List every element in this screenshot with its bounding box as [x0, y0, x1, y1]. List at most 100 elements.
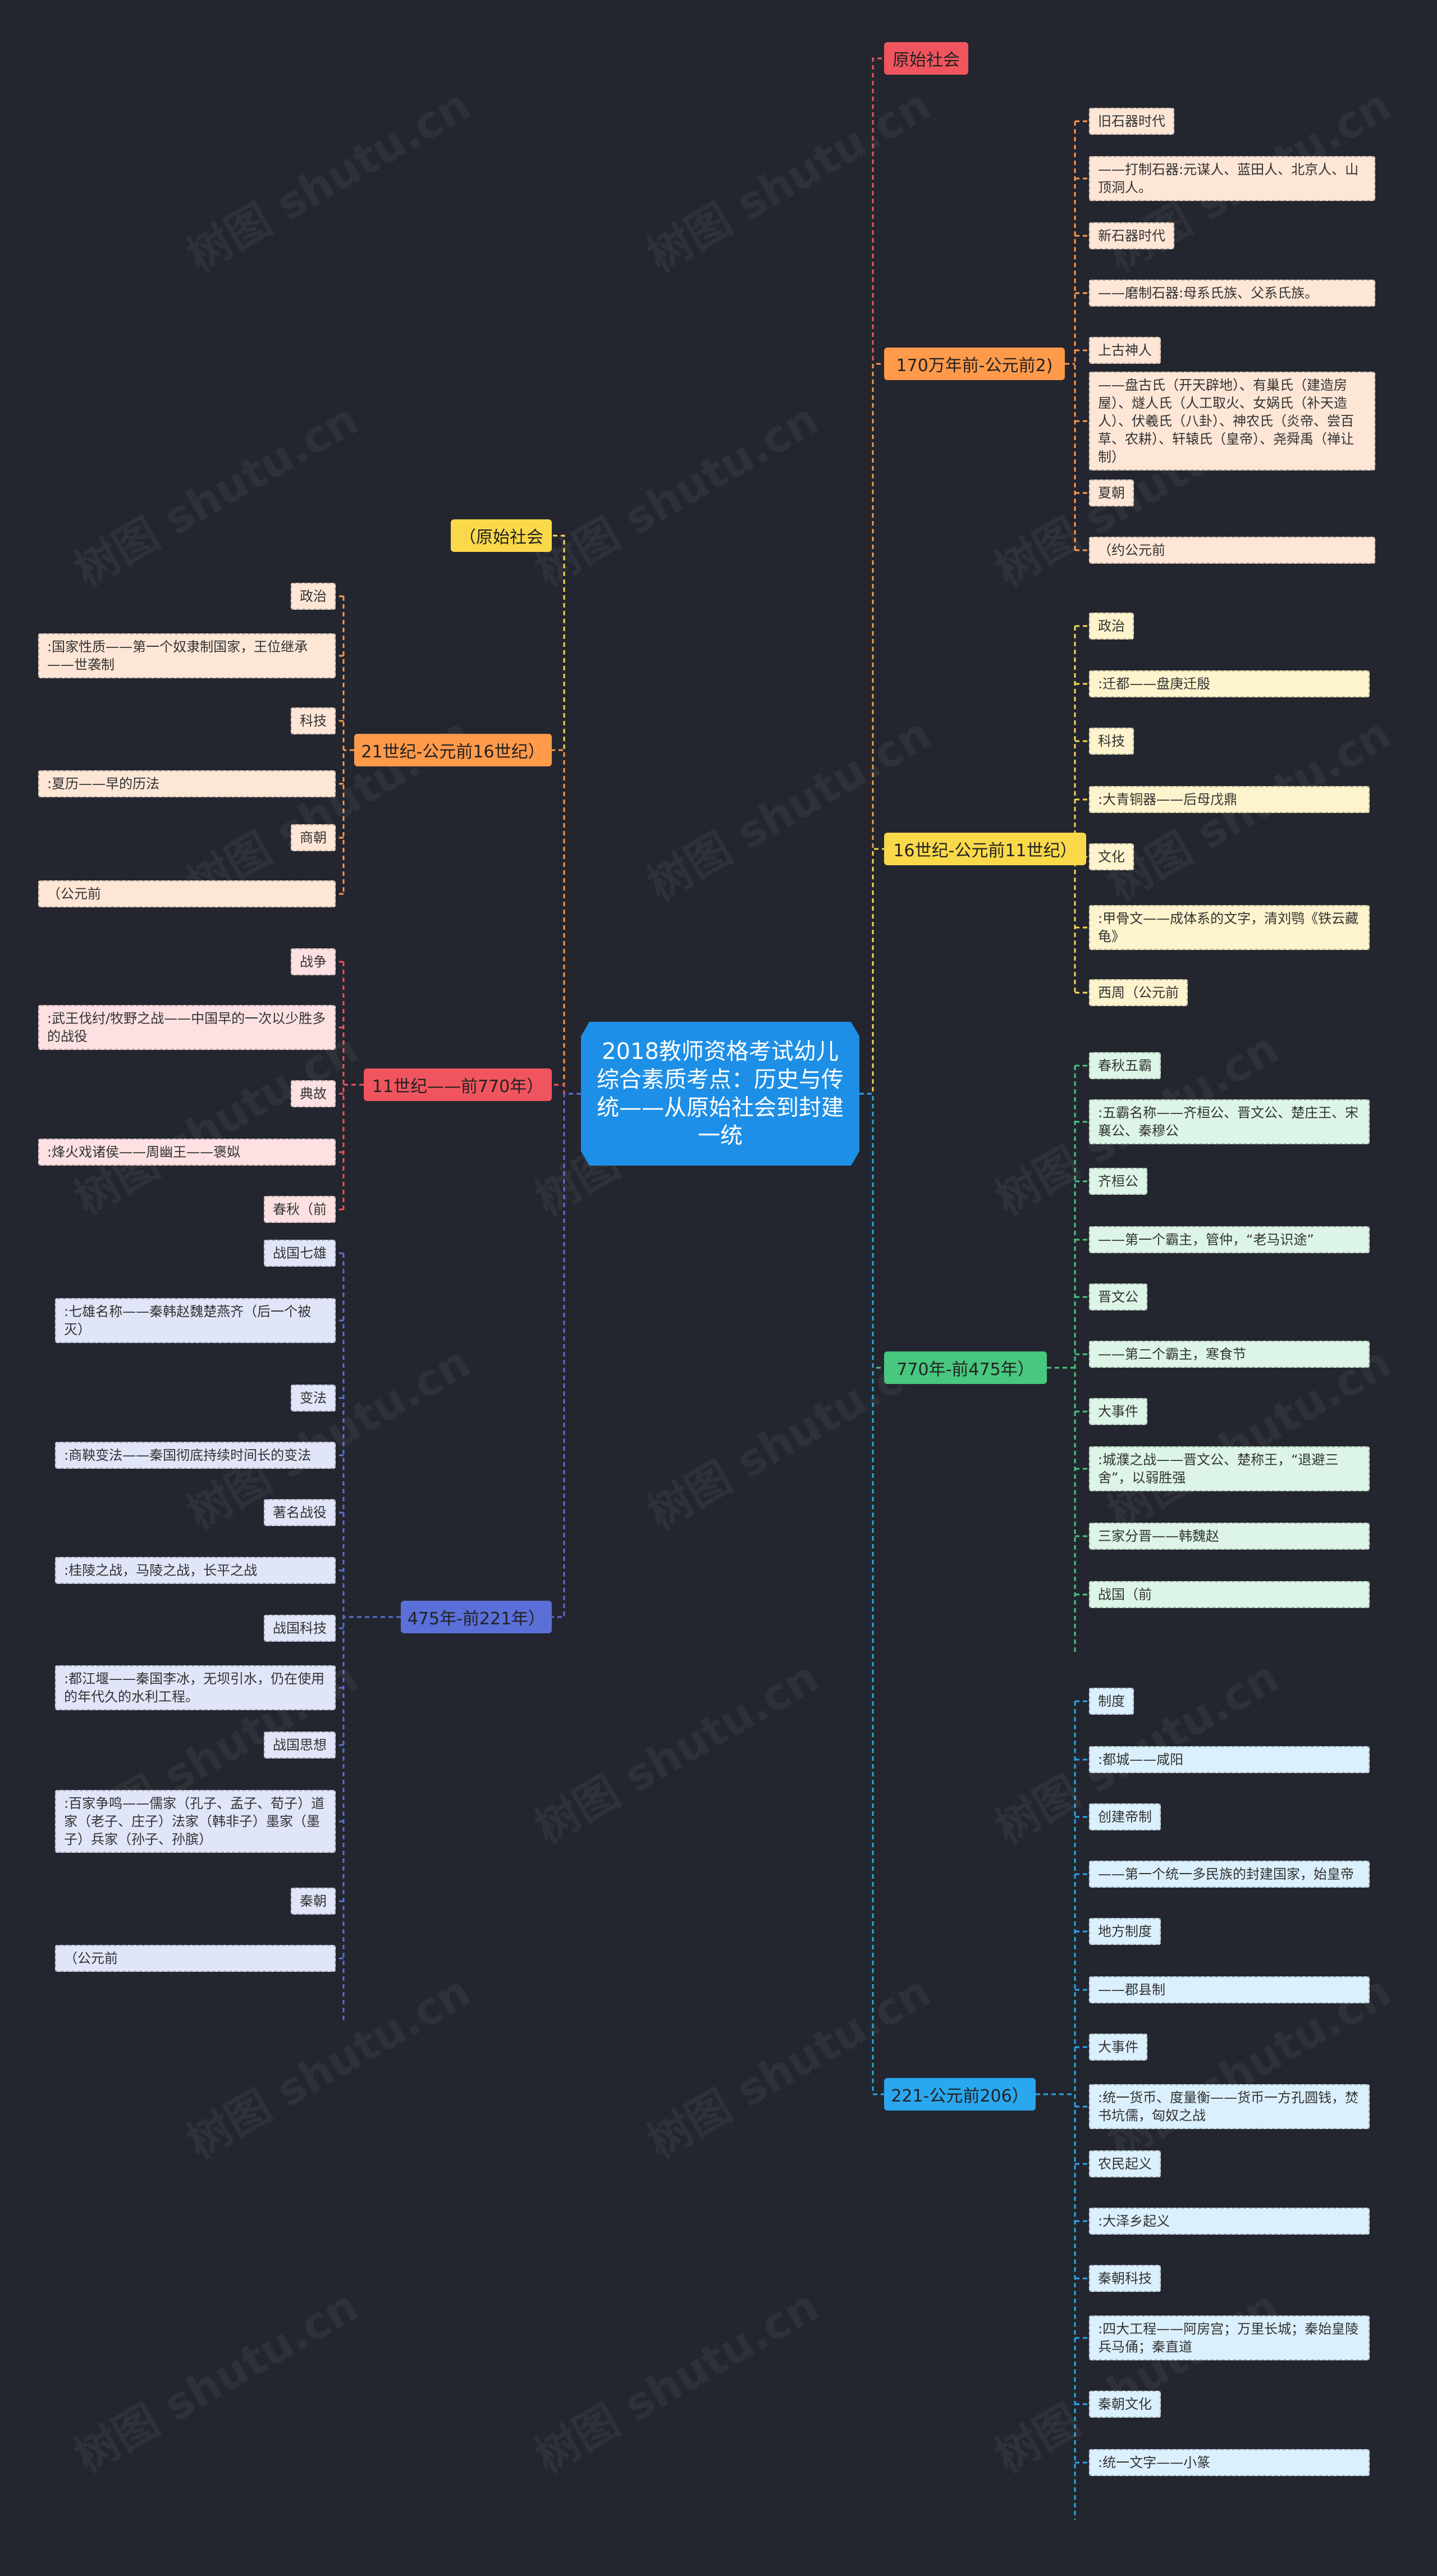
right-branch-1-leaf-0[interactable]: 旧石器时代: [1089, 108, 1174, 135]
leaf-label: :商鞅变法——秦国彻底持续时间长的变法: [64, 1447, 312, 1463]
leaf-label: 春秋（前: [273, 1202, 327, 1217]
left-branch-3[interactable]: 475年-前221年）: [401, 1601, 552, 1633]
right-branch-1-leaf-2[interactable]: 新石器时代: [1089, 222, 1174, 249]
branch-label: 770年-前475年）: [896, 1360, 1035, 1380]
right-branch-2[interactable]: 16世纪-公元前11世纪）: [884, 833, 1086, 865]
left-branch-2-leaf-4[interactable]: 春秋（前: [264, 1196, 336, 1223]
left-branch-1-leaf-0[interactable]: 政治: [291, 583, 336, 610]
right-branch-2-leaf-0[interactable]: 政治: [1089, 613, 1134, 640]
right-branch-1-leaf-4[interactable]: 上古神人: [1089, 337, 1161, 364]
leaf-label: 大事件: [1098, 1404, 1138, 1419]
right-branch-4-leaf-12[interactable]: 秦朝文化: [1089, 2391, 1161, 2418]
left-branch-2-leaf-0[interactable]: 战争: [291, 948, 336, 975]
right-branch-4-leaf-4[interactable]: 地方制度: [1089, 1918, 1161, 1945]
right-branch-2-leaf-2[interactable]: 科技: [1089, 728, 1134, 755]
right-branch-4-leaf-9[interactable]: :大泽乡起义: [1089, 2208, 1370, 2235]
right-branch-4-leaf-3[interactable]: ——第一个统一多民族的封建国家，始皇帝: [1089, 1861, 1370, 1888]
left-branch-3-leaf-3[interactable]: :商鞅变法——秦国彻底持续时间长的变法: [55, 1442, 336, 1469]
connector: [859, 848, 884, 1095]
leaf-label: 晋文公: [1098, 1289, 1138, 1305]
right-branch-4-leaf-7[interactable]: :统一货币、度量衡——货币一方孔圆钱，焚书坑儒，匈奴之战: [1089, 2084, 1370, 2129]
left-branch-2-leaf-2[interactable]: 典故: [291, 1080, 336, 1107]
leaf-label: :桂陵之战，马陵之战，长平之战: [64, 1563, 258, 1578]
right-branch-2-leaf-4[interactable]: 文化: [1089, 843, 1134, 870]
right-branch-0[interactable]: 原始社会: [884, 42, 968, 75]
watermark: 树图 shutu.cn: [179, 1966, 479, 2169]
leaf-label: 文化: [1098, 849, 1125, 865]
right-branch-1-leaf-7[interactable]: （约公元前: [1089, 537, 1375, 564]
left-branch-3-leaf-6[interactable]: 战国科技: [264, 1615, 336, 1642]
right-branch-4-leaf-0[interactable]: 制度: [1089, 1688, 1134, 1715]
right-branch-2-leaf-6[interactable]: 西周（公元前: [1089, 979, 1188, 1006]
leaf-label: :四大工程——阿房宫；万里长城；秦始皇陵兵马俑；秦直道: [1098, 2321, 1359, 2355]
right-branch-4-leaf-11[interactable]: :四大工程——阿房宫；万里长城；秦始皇陵兵马俑；秦直道: [1089, 2315, 1370, 2360]
left-branch-3-leaf-11[interactable]: （公元前: [55, 1945, 336, 1972]
left-branch-3-leaf-8[interactable]: 战国思想: [264, 1732, 336, 1759]
right-branch-2-leaf-3[interactable]: :大青铜器——后母戊鼎: [1089, 786, 1370, 813]
left-branch-1-leaf-3[interactable]: :夏历——早的历法: [38, 770, 336, 797]
left-branch-3-leaf-1[interactable]: :七雄名称——秦韩赵魏楚燕齐（后一个被灭）: [55, 1298, 336, 1343]
leaf-label: ——郡县制: [1098, 1982, 1165, 1998]
left-branch-1-leaf-2[interactable]: 科技: [291, 707, 336, 734]
leaf-label: 农民起义: [1098, 2156, 1152, 2172]
watermark: 树图 shutu.cn: [527, 2280, 827, 2483]
right-branch-3-leaf-6[interactable]: 大事件: [1089, 1398, 1147, 1425]
left-branch-0[interactable]: （原始社会: [451, 519, 552, 552]
right-branch-4-leaf-8[interactable]: 农民起义: [1089, 2150, 1161, 2177]
right-branch-4-leaf-5[interactable]: ——郡县制: [1089, 1976, 1370, 2003]
left-branch-1-leaf-4[interactable]: 商朝: [291, 824, 336, 851]
right-branch-1-leaf-1[interactable]: ——打制石器:元谋人、蓝田人、北京人、山顶洞人。: [1089, 156, 1375, 201]
right-branch-3[interactable]: 770年-前475年）: [884, 1351, 1047, 1384]
central-topic[interactable]: 2018教师资格考试幼儿综合素质考点：历史与传统——从原始社会到封建一统: [581, 1022, 859, 1166]
leaf-label: 政治: [1098, 618, 1125, 634]
left-branch-2-leaf-3[interactable]: :烽火戏诸侯——周幽王——褒姒: [38, 1139, 336, 1166]
right-branch-3-leaf-0[interactable]: 春秋五霸: [1089, 1052, 1161, 1079]
left-branch-3-leaf-9[interactable]: :百家争鸣——儒家（孔子、孟子、荀子）道家（老子、庄子）法家（韩非子）墨家（墨子…: [55, 1790, 336, 1853]
leaf-label: 科技: [1098, 733, 1125, 749]
watermark: 树图 shutu.cn: [66, 394, 367, 597]
right-branch-3-leaf-2[interactable]: 齐桓公: [1089, 1168, 1147, 1195]
right-branch-2-leaf-5[interactable]: :甲骨文——成体系的文字，清刘鹗《铁云藏龟》: [1089, 905, 1370, 950]
right-branch-3-leaf-4[interactable]: 晋文公: [1089, 1284, 1147, 1310]
right-branch-4-leaf-6[interactable]: 大事件: [1089, 2034, 1147, 2061]
left-branch-3-leaf-4[interactable]: 著名战役: [264, 1499, 336, 1526]
leaf-label: ——打制石器:元谋人、蓝田人、北京人、山顶洞人。: [1098, 162, 1359, 195]
watermark: 树图 shutu.cn: [527, 1651, 827, 1855]
left-branch-1[interactable]: 21世纪-公元前16世纪）: [354, 734, 552, 766]
right-branch-2-leaf-1[interactable]: :迁都——盘庚迁殷: [1089, 670, 1370, 697]
connector: [552, 749, 581, 1095]
right-branch-3-leaf-8[interactable]: 三家分晋——韩魏赵: [1089, 1523, 1370, 1550]
left-branch-3-leaf-2[interactable]: 变法: [291, 1385, 336, 1412]
leaf-label: 上古神人: [1098, 342, 1152, 358]
right-branch-1[interactable]: 170万年前-公元前2): [884, 348, 1065, 380]
leaf-label: :都城——咸阳: [1098, 1752, 1184, 1767]
leaf-label: ——第一个统一多民族的封建国家，始皇帝: [1098, 1866, 1354, 1882]
right-branch-4[interactable]: 221-公元前206）: [884, 2078, 1036, 2111]
right-branch-3-leaf-9[interactable]: 战国（前: [1089, 1581, 1370, 1608]
right-branch-4-leaf-13[interactable]: :统一文字——小篆: [1089, 2449, 1370, 2476]
leaf-label: :大青铜器——后母戊鼎: [1098, 792, 1238, 807]
right-branch-4-leaf-1[interactable]: :都城——咸阳: [1089, 1746, 1370, 1773]
right-branch-1-leaf-3[interactable]: ——磨制石器:母系氏族、父系氏族。: [1089, 280, 1375, 307]
right-branch-3-leaf-1[interactable]: :五霸名称——齐桓公、晋文公、楚庄王、宋襄公、秦穆公: [1089, 1099, 1370, 1144]
left-branch-3-leaf-5[interactable]: :桂陵之战，马陵之战，长平之战: [55, 1557, 336, 1584]
branch-label: 221-公元前206）: [891, 2086, 1029, 2106]
right-branch-4-leaf-10[interactable]: 秦朝科技: [1089, 2265, 1161, 2292]
left-branch-3-leaf-10[interactable]: 秦朝: [291, 1888, 336, 1915]
left-branch-2-leaf-1[interactable]: :武王伐纣/牧野之战——中国早的一次以少胜多的战役: [38, 1005, 336, 1050]
right-branch-3-leaf-5[interactable]: ——第二个霸主，寒食节: [1089, 1341, 1370, 1368]
leaf-label: 战争: [300, 954, 327, 970]
leaf-label: 著名战役: [273, 1505, 327, 1520]
left-branch-1-leaf-1[interactable]: :国家性质——第一个奴隶制国家，王位继承——世袭制: [38, 633, 336, 678]
left-branch-2[interactable]: 11世纪——前770年）: [364, 1068, 552, 1101]
leaf-label: 西周（公元前: [1098, 985, 1179, 1001]
left-branch-3-leaf-0[interactable]: 战国七雄: [264, 1240, 336, 1267]
right-branch-1-leaf-5[interactable]: ——盘古氏（开天辟地）、有巢氏（建造房屋）、燧人氏（人工取火、女娲氏（补天造人）…: [1089, 372, 1375, 471]
right-branch-4-leaf-2[interactable]: 创建帝制: [1089, 1803, 1161, 1830]
right-branch-3-leaf-3[interactable]: ——第一个霸主，管仲，“老马识途”: [1089, 1226, 1370, 1253]
right-branch-3-leaf-7[interactable]: :城濮之战——晋文公、楚称王，“退避三舍”，以弱胜强: [1089, 1446, 1370, 1491]
leaf-label: :大泽乡起义: [1098, 2213, 1170, 2229]
right-branch-1-leaf-6[interactable]: 夏朝: [1089, 479, 1134, 506]
left-branch-3-leaf-7[interactable]: :都江堰——秦国李冰，无坝引水，仍在使用的年代久的水利工程。: [55, 1665, 336, 1710]
left-branch-1-leaf-5[interactable]: （公元前: [38, 880, 336, 907]
